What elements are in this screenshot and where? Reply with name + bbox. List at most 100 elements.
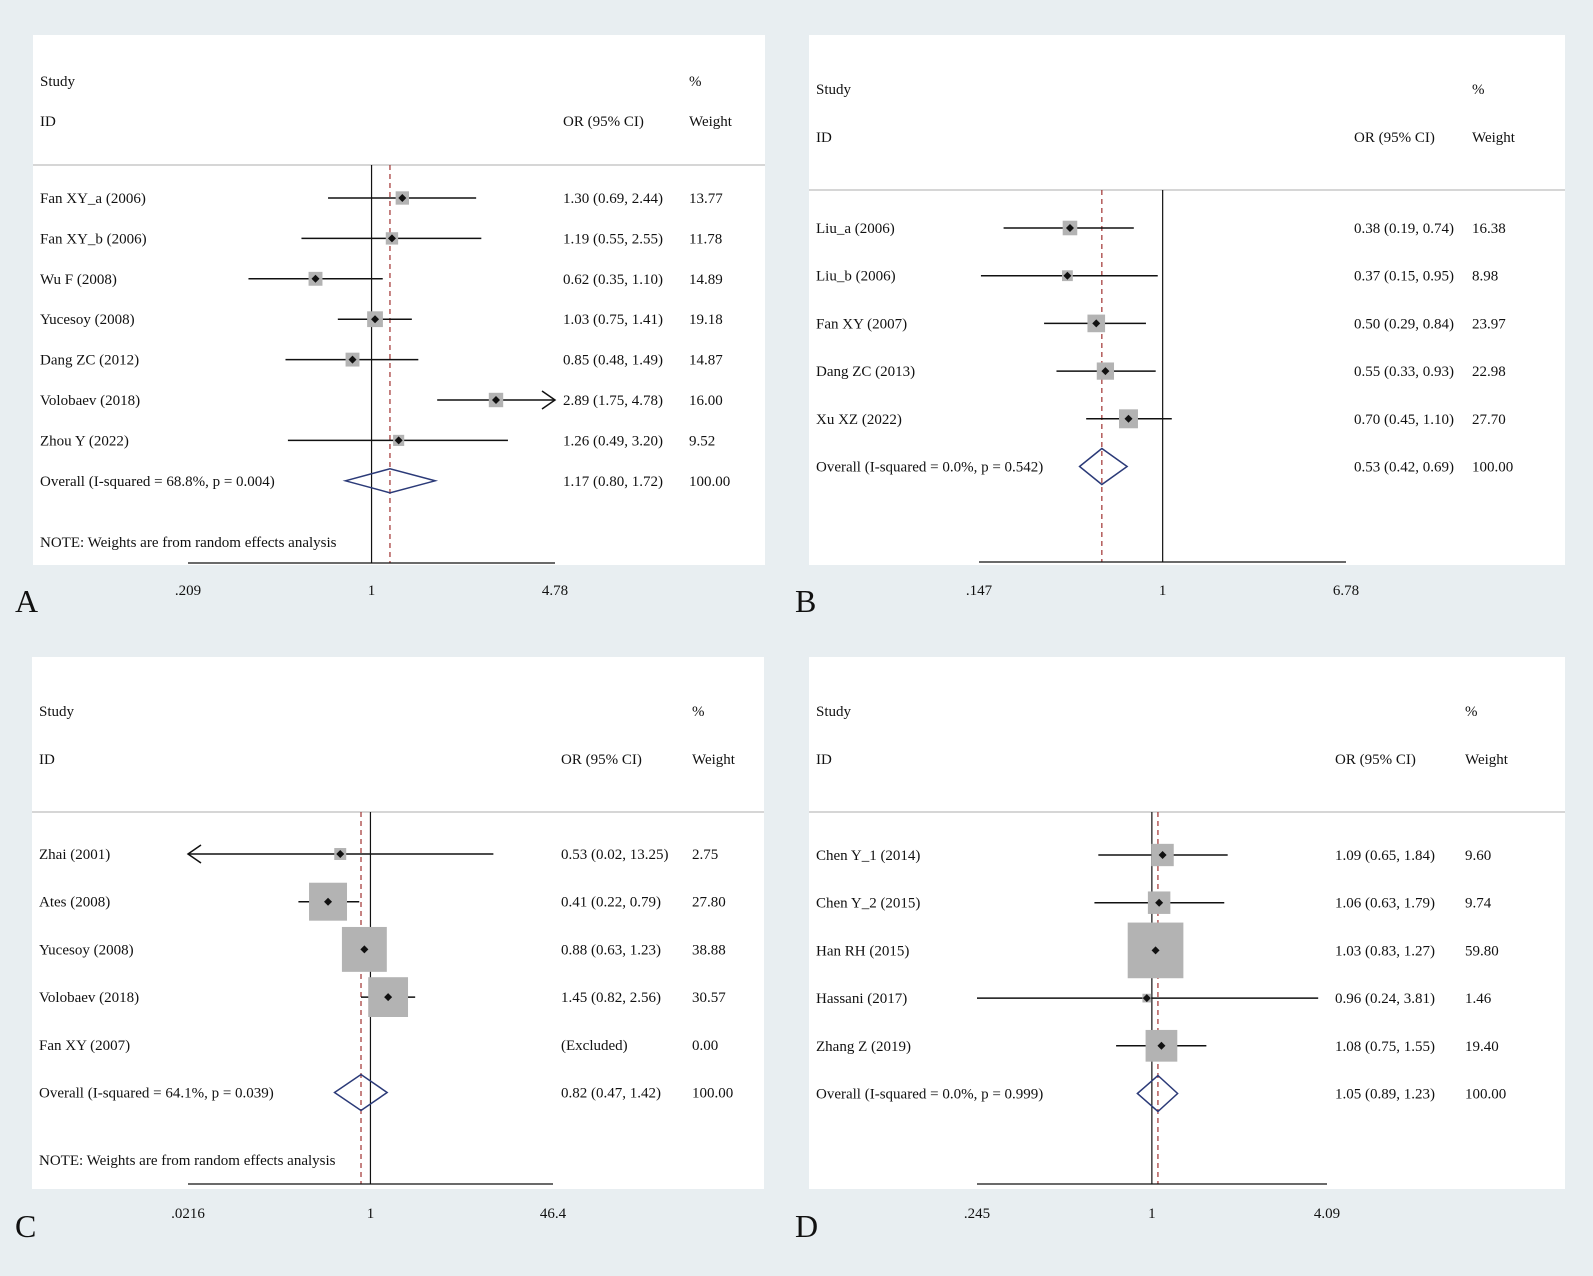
study-or-ci-value: 1.30 (0.69, 2.44) bbox=[563, 191, 663, 207]
study-weight-value: 8.98 bbox=[1472, 269, 1498, 285]
point-estimate-marker bbox=[336, 850, 345, 858]
overall-diamond bbox=[1078, 447, 1129, 486]
point-estimate-marker bbox=[324, 897, 333, 906]
header-percent-label: % bbox=[689, 74, 702, 90]
header-percent-label: % bbox=[1465, 704, 1478, 720]
study-label: Xu XZ (2022) bbox=[816, 412, 902, 428]
x-tick-label: .209 bbox=[174, 583, 202, 599]
study-label: Fan XY_b (2006) bbox=[40, 231, 147, 247]
panel-label-d: D bbox=[795, 1208, 819, 1244]
x-tick-label: 1 bbox=[367, 583, 376, 599]
note-text: NOTE: Weights are from random effects an… bbox=[40, 535, 337, 551]
study-weight-value: 19.40 bbox=[1465, 1039, 1499, 1055]
study-weight-value: 1.46 bbox=[1465, 991, 1492, 1007]
x-tick-label: .0216 bbox=[171, 1206, 205, 1222]
header-id-label: ID bbox=[816, 752, 832, 768]
point-estimate-marker bbox=[1158, 851, 1167, 859]
header-study-label: Study bbox=[816, 704, 852, 720]
overall-or-ci-value: 1.17 (0.80, 1.72) bbox=[563, 474, 663, 490]
study-label: Yucesoy (2008) bbox=[39, 942, 134, 958]
point-estimate-marker bbox=[394, 436, 403, 445]
point-estimate-marker bbox=[1151, 946, 1160, 955]
ci-arrow-right bbox=[541, 390, 557, 410]
point-estimate-marker bbox=[491, 396, 500, 404]
x-tick-label: 4.78 bbox=[541, 583, 569, 599]
study-or-ci-value: 0.96 (0.24, 3.81) bbox=[1335, 991, 1435, 1007]
study-label: Zhang Z (2019) bbox=[816, 1039, 911, 1055]
study-weight-value: 30.57 bbox=[692, 990, 726, 1006]
point-estimate-marker bbox=[1155, 898, 1164, 907]
study-weight-value: 0.00 bbox=[692, 1038, 718, 1054]
forest-plot-panel-d: Study ID OR (95% CI)% Weight Chen Y_1 (2014)… bbox=[809, 657, 1565, 1189]
note-text: NOTE: Weights are from random effects an… bbox=[39, 1153, 336, 1169]
ci-arrow-left bbox=[186, 844, 202, 864]
overall-label: Overall (I-squared = 0.0%, p = 0.542) bbox=[816, 460, 1043, 476]
overall-weight-value: 100.00 bbox=[689, 474, 730, 490]
point-estimate-marker bbox=[360, 945, 369, 954]
header-percent-label: % bbox=[692, 704, 705, 720]
study-label: Fan XY (2007) bbox=[816, 316, 907, 332]
header-weight-label: Weight bbox=[692, 752, 736, 768]
overall-weight-value: 100.00 bbox=[1472, 460, 1513, 476]
study-or-ci-value: 2.89 (1.75, 4.78) bbox=[563, 393, 663, 409]
study-label: Zhai (2001) bbox=[39, 847, 110, 863]
study-or-ci-value: 1.26 (0.49, 3.20) bbox=[563, 433, 663, 449]
study-label: Dang ZC (2013) bbox=[816, 364, 915, 380]
study-label: Wu F (2008) bbox=[40, 272, 117, 288]
study-or-ci-value: 0.50 (0.29, 0.84) bbox=[1354, 316, 1454, 332]
study-label: Yucesoy (2008) bbox=[40, 312, 135, 328]
study-weight-value: 11.78 bbox=[689, 231, 722, 247]
study-or-ci-value: 1.06 (0.63, 1.79) bbox=[1335, 896, 1435, 912]
x-tick-label: 6.78 bbox=[1332, 583, 1360, 599]
point-estimate-marker bbox=[348, 355, 357, 364]
study-label: Volobaev (2018) bbox=[40, 393, 140, 409]
study-weight-value: 13.77 bbox=[689, 191, 723, 207]
panel-label-b: B bbox=[795, 583, 817, 619]
x-tick-label: 1 bbox=[366, 1206, 375, 1222]
overall-diamond bbox=[333, 1073, 389, 1112]
panel-label-c: C bbox=[15, 1208, 37, 1244]
study-or-ci-value: 1.08 (0.75, 1.55) bbox=[1335, 1039, 1435, 1055]
header-study-label: Study bbox=[816, 82, 852, 98]
header-id-label: ID bbox=[816, 130, 832, 146]
overall-or-ci-value: 1.05 (0.89, 1.23) bbox=[1335, 1087, 1435, 1103]
x-tick-label: .245 bbox=[963, 1206, 991, 1222]
study-label: Chen Y_1 (2014) bbox=[816, 848, 920, 864]
study-or-ci-value: 1.09 (0.65, 1.84) bbox=[1335, 848, 1435, 864]
study-weight-value: 23.97 bbox=[1472, 316, 1506, 332]
study-weight-value: 9.74 bbox=[1465, 896, 1492, 912]
study-weight-value: 38.88 bbox=[692, 942, 726, 958]
study-label: Zhou Y (2022) bbox=[40, 433, 129, 449]
point-estimate-marker bbox=[1124, 414, 1133, 423]
forest-plot-panel-a: Study ID OR (95% CI)% Weight Fan XY_a (2006)… bbox=[33, 35, 765, 565]
header-or-label: OR (95% CI) bbox=[1354, 130, 1435, 146]
overall-weight-value: 100.00 bbox=[1465, 1087, 1506, 1103]
x-tick-label: 4.09 bbox=[1313, 1206, 1341, 1222]
header-or-label: OR (95% CI) bbox=[561, 752, 642, 768]
header-or-label: OR (95% CI) bbox=[1335, 752, 1416, 768]
header-study-label: Study bbox=[40, 74, 76, 90]
study-label: Fan XY (2007) bbox=[39, 1038, 130, 1054]
overall-diamond bbox=[1136, 1074, 1179, 1113]
study-weight-value: 2.75 bbox=[692, 847, 718, 863]
study-label: Liu_b (2006) bbox=[816, 269, 896, 285]
study-weight-value: 27.70 bbox=[1472, 412, 1506, 428]
study-label: Liu_a (2006) bbox=[816, 221, 895, 237]
study-label: Ates (2008) bbox=[39, 895, 110, 911]
study-or-ci-value: 0.70 (0.45, 1.10) bbox=[1354, 412, 1454, 428]
overall-weight-value: 100.00 bbox=[692, 1086, 733, 1102]
point-estimate-marker bbox=[1092, 319, 1101, 328]
study-or-ci-value: 0.41 (0.22, 0.79) bbox=[561, 895, 661, 911]
panel-label-a: A bbox=[15, 583, 39, 619]
study-or-ci-value: 0.88 (0.63, 1.23) bbox=[561, 942, 661, 958]
overall-label: Overall (I-squared = 0.0%, p = 0.999) bbox=[816, 1087, 1043, 1103]
header-percent-label: % bbox=[1472, 82, 1485, 98]
study-or-ci-value: 0.55 (0.33, 0.93) bbox=[1354, 364, 1454, 380]
x-tick-label: 1 bbox=[1148, 1206, 1156, 1222]
overall-label: Overall (I-squared = 68.8%, p = 0.004) bbox=[40, 474, 275, 490]
study-weight-value: 14.89 bbox=[689, 272, 723, 288]
study-label: Dang ZC (2012) bbox=[40, 353, 139, 369]
point-estimate-marker bbox=[311, 274, 320, 283]
overall-diamond bbox=[342, 468, 439, 494]
study-weight-value: 19.18 bbox=[689, 312, 723, 328]
